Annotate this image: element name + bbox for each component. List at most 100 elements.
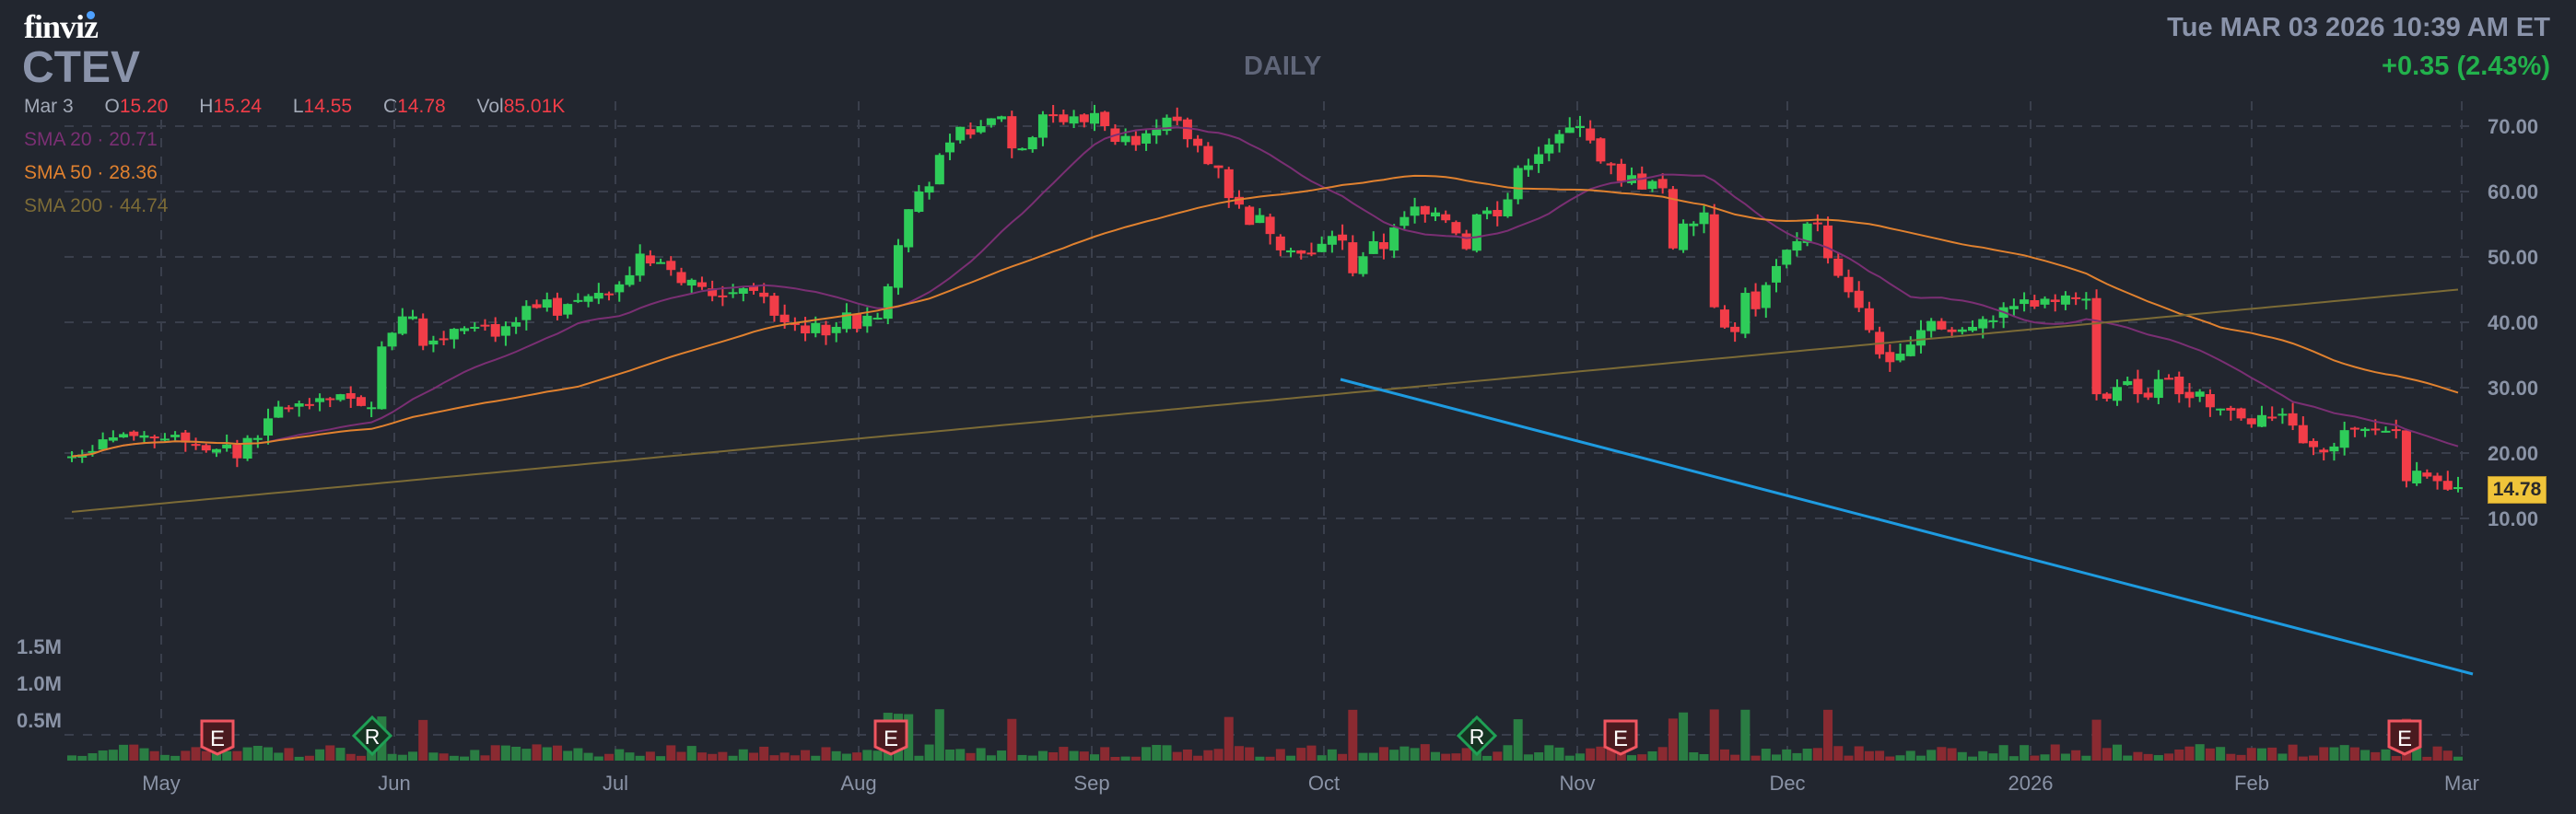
volume-bar	[604, 753, 615, 761]
candle-body	[831, 326, 841, 333]
y-axis-label: 10.00	[2488, 507, 2538, 530]
candle-body	[449, 329, 459, 340]
candle-body	[1554, 134, 1564, 144]
revision-marker-icon[interactable]: R	[351, 715, 393, 757]
logo-text: finviz	[24, 8, 99, 45]
volume-bar	[593, 756, 603, 761]
y-axis-label: 60.00	[2488, 180, 2538, 204]
candle-body	[769, 296, 779, 316]
volume-bar	[1699, 753, 1709, 761]
volume-bar	[1389, 750, 1399, 761]
volume-bar	[1265, 756, 1275, 761]
ohlc-date: Mar 3	[24, 96, 74, 117]
candle-body	[718, 295, 728, 297]
candle-body	[1441, 214, 1451, 221]
volume-bar	[470, 750, 480, 761]
earnings-marker-icon[interactable]: E	[2387, 719, 2422, 756]
candle-body	[2091, 297, 2102, 395]
volume-bar	[2195, 744, 2205, 761]
volume-bar	[1730, 754, 1740, 761]
finviz-logo[interactable]: finviz	[24, 7, 99, 46]
volume-bar	[2143, 753, 2153, 761]
volume-bar	[2246, 748, 2256, 761]
candle-body	[904, 209, 914, 248]
volume-bar	[2267, 747, 2277, 761]
candle-body	[1234, 196, 1244, 205]
volume-bar	[1926, 750, 1937, 761]
candle-body	[1575, 126, 1585, 128]
candle-body	[439, 338, 449, 341]
candle-body	[1368, 240, 1378, 254]
sma20-legend[interactable]: SMA 20 · 20.71	[24, 129, 158, 150]
earnings-marker-icon[interactable]: E	[1603, 719, 1638, 756]
volume-bar	[232, 750, 242, 761]
candle-body	[976, 126, 986, 133]
volume-bar	[790, 755, 800, 761]
volume-bar	[2442, 750, 2453, 761]
candle-body	[1968, 326, 1978, 331]
open-label: O	[104, 96, 120, 117]
x-axis-label: Jul	[603, 772, 628, 795]
logo-dot-icon	[87, 11, 95, 19]
volume-bar	[159, 754, 170, 761]
candle-body	[98, 439, 108, 450]
volume-bar	[1637, 754, 1647, 761]
volume-bar	[1915, 755, 1926, 761]
volume-bar	[1348, 709, 1358, 761]
candle-body	[2123, 380, 2133, 386]
volume-bar	[387, 753, 397, 761]
volume-bar	[2339, 745, 2349, 761]
volume-bar	[428, 752, 439, 761]
volume-bar	[583, 752, 593, 761]
x-axis-label: 2026	[2008, 772, 2054, 795]
candle-body	[460, 328, 470, 331]
volume-bar	[821, 747, 831, 761]
candle-body	[1503, 199, 1513, 216]
volume-bar	[986, 755, 996, 761]
volume-bar	[1296, 748, 1306, 761]
volume-bar	[924, 744, 934, 761]
volume-bar	[1017, 754, 1027, 761]
volume-bar	[1937, 747, 1947, 761]
revision-marker-icon[interactable]: R	[1456, 715, 1498, 757]
candle-body	[1730, 326, 1740, 332]
candle-body	[315, 398, 325, 402]
volume-bar	[1968, 756, 1978, 761]
y-axis-label: 50.00	[2488, 246, 2538, 269]
candle-body	[552, 297, 562, 316]
trendline[interactable]	[1340, 378, 2474, 676]
volume-bar	[460, 756, 470, 761]
candle-body	[511, 322, 521, 327]
candle-body	[367, 407, 377, 410]
sma50-legend[interactable]: SMA 50 · 28.36	[24, 162, 158, 183]
open-value: 15.20	[119, 96, 169, 117]
timeframe-label[interactable]: DAILY	[1244, 52, 1322, 81]
candle-body	[862, 315, 872, 327]
volume-bar	[1740, 709, 1751, 761]
x-axis-label: Jun	[378, 772, 410, 795]
volume-bar	[1275, 749, 1285, 761]
candle-body	[1812, 222, 1822, 225]
candle-body	[1513, 168, 1523, 200]
earnings-marker-icon[interactable]: E	[873, 719, 908, 756]
sma50-label: SMA 50	[24, 162, 92, 183]
volume-bar	[1978, 750, 1988, 761]
candle-body	[986, 118, 996, 125]
candle-body	[129, 431, 139, 436]
candle-body	[1378, 242, 1388, 250]
volume-bar	[801, 750, 811, 761]
volume-bar	[1120, 756, 1130, 761]
candle-body	[1048, 114, 1059, 117]
volume-bar	[945, 750, 955, 761]
candle-body	[252, 437, 263, 440]
volume-bar	[2298, 756, 2308, 761]
candle-body	[1203, 145, 1213, 165]
earnings-marker-icon[interactable]: E	[200, 719, 235, 756]
candle-body	[1317, 243, 1327, 252]
volume-bar	[676, 751, 686, 761]
volume-bar	[181, 750, 191, 761]
sma200-legend[interactable]: SMA 200 · 44.74	[24, 195, 169, 216]
candle-body	[170, 435, 181, 437]
candle-body	[1142, 133, 1152, 144]
